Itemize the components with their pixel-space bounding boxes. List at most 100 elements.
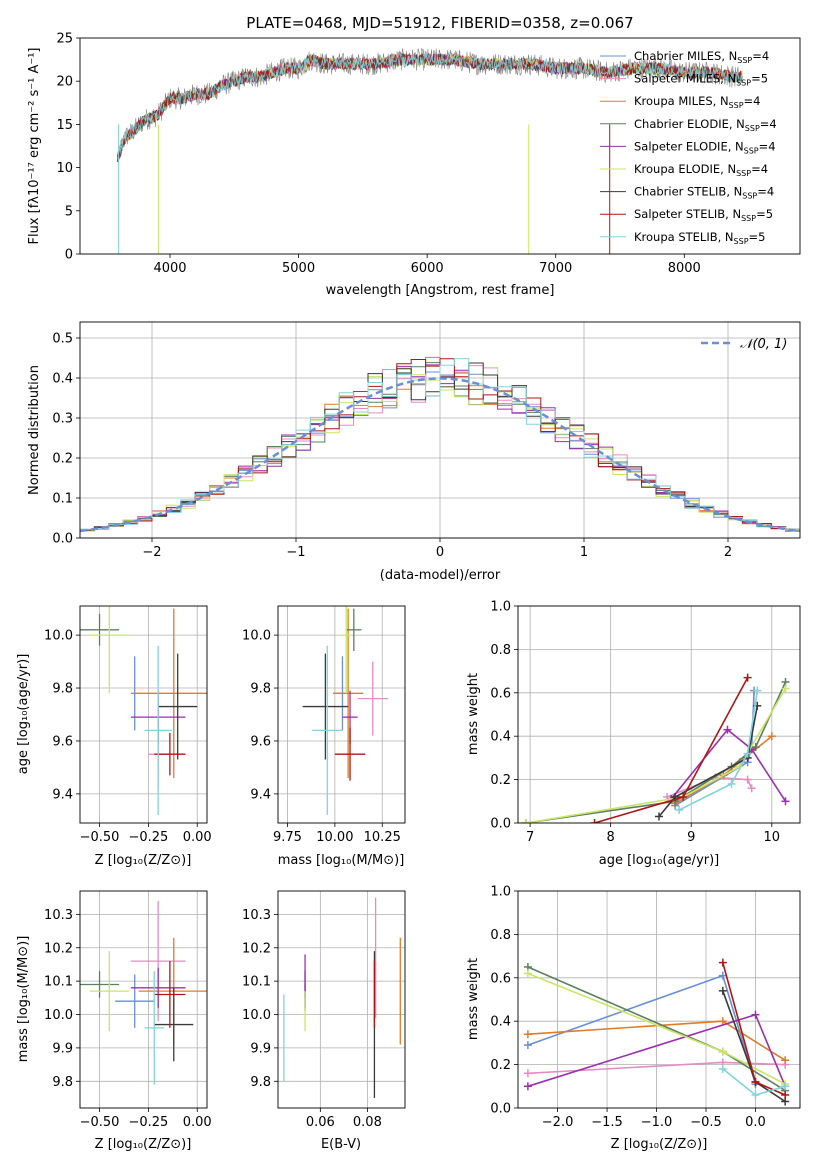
weight-marker: [743, 673, 752, 682]
x-tick-label: 10.25: [364, 830, 401, 845]
legend-value: =4: [757, 185, 774, 199]
y-tick-label: 0.4: [52, 372, 73, 387]
y-tick-label: 10.0: [44, 1008, 73, 1023]
weight-line: [658, 705, 759, 818]
weight-marker: [718, 986, 727, 995]
weight-marker: [727, 779, 736, 788]
legend-value: =4: [751, 162, 768, 176]
weight-line: [670, 728, 787, 802]
x-tick-label: −0.5: [690, 1115, 722, 1130]
errorbar-point: [80, 613, 120, 646]
errorbar-point: [89, 606, 129, 694]
weight-marker: [523, 1041, 532, 1050]
legend-label: Kroupa ELODIE, NSSP=4: [634, 162, 768, 178]
weight-line: [666, 776, 753, 798]
spectrum-panel: PLATE=0468, MJD=51912, FIBERID=0358, z=0…: [27, 14, 801, 298]
weight-marker: [751, 743, 760, 752]
errorbar-point: [342, 606, 351, 694]
grid: [278, 891, 405, 1108]
x-tick-label: 6000: [411, 261, 444, 276]
age-vs-z-xlabel: Z [log₁₀(Z/Z⊙)]: [95, 853, 192, 868]
errorbar-point: [334, 727, 366, 781]
x-tick-label: 7: [526, 830, 534, 845]
y-tick-label: 0.1: [52, 492, 73, 507]
axes-frame: [517, 890, 801, 1109]
x-tick-label: −0.50: [80, 1115, 120, 1130]
errorbar-point: [89, 951, 129, 1032]
weight-vs-z-ylabel: mass weight: [466, 958, 481, 1040]
y-tick-label: 10.1: [242, 975, 271, 990]
errorbar-point: [154, 961, 186, 1028]
spectrum-title: PLATE=0468, MJD=51912, FIBERID=0358, z=0…: [246, 14, 633, 32]
x-tick-label: 0.00: [183, 1115, 212, 1130]
y-tick-label: 0.8: [490, 928, 511, 943]
residuals-legend: 𝒩(0, 1): [701, 337, 787, 352]
x-tick-label: 0: [436, 545, 444, 560]
weight-marker: [718, 1064, 727, 1073]
age-vs-z-panel: −0.50 −0.25 0.00 9.4 9.6 9.8 10.0 Z [log₁₀(Z/Z…: [16, 605, 212, 868]
y-tick-label: 9.8: [52, 682, 73, 697]
errorbar-point: [312, 645, 343, 816]
x-tick-label: 9.75: [273, 830, 302, 845]
y-tick-label: 0.0: [52, 532, 73, 547]
plot-area: [116, 47, 743, 254]
x-tick-label: 0.0: [745, 1115, 766, 1130]
x-tick-label: −2: [142, 545, 161, 560]
y-tick-label: 10.0: [242, 1008, 271, 1023]
y-tick-label: 0.5: [52, 332, 73, 347]
x-tick-label: 8000: [668, 261, 701, 276]
legend-subscript: SSP: [741, 214, 756, 223]
errorbar-point: [154, 733, 186, 776]
y-tick-label: 0.2: [490, 773, 511, 788]
weight-line: [678, 690, 759, 811]
x-tick-label: 0.06: [306, 1115, 335, 1130]
age-vs-z-ylabel: age [log₁₀(age/yr)]: [16, 654, 31, 775]
legend-subscript: SSP: [737, 56, 752, 65]
y-tick-label: 10.3: [242, 908, 271, 923]
x-tick-label: 0.00: [183, 830, 212, 845]
legend-subscript: SSP: [744, 146, 759, 155]
y-tick-label: 9.8: [250, 1075, 271, 1090]
spectrum-xlabel: wavelength [Angstrom, rest frame]: [326, 283, 555, 298]
plot-area: [283, 897, 401, 1098]
axes-frame: [277, 605, 406, 824]
errorbar-point: [134, 608, 207, 779]
y-tick-label: 9.9: [52, 1041, 73, 1056]
legend-value: =4: [744, 94, 761, 108]
legend-subscript: SSP: [736, 169, 751, 178]
legend-value: =4: [760, 117, 777, 131]
errorbar-point: [332, 608, 364, 779]
y-tick-label: 0.3: [52, 412, 73, 427]
y-tick-label: 20: [56, 75, 73, 90]
axes: −0.50 −0.25 0.00 9.4 9.6 9.8 10.0: [44, 605, 212, 845]
weight-marker: [767, 732, 776, 741]
y-tick-label: 0.0: [490, 817, 511, 832]
axes: −2 −1 0 1 2 0.0 0.1 0.2 0.3 0.4 0.5: [52, 321, 801, 560]
y-tick-label: 10.0: [242, 629, 271, 644]
y-tick-label: 25: [56, 32, 73, 47]
axes: 0.06 0.08 9.8 9.9 10.0 10.1 10.2 10.3: [242, 890, 406, 1130]
weight-marker: [523, 1030, 532, 1039]
mass-vs-z-xlabel: Z [log₁₀(Z/Z⊙)]: [95, 1137, 192, 1152]
legend-label: Chabrier ELODIE, NSSP=4: [634, 117, 777, 133]
y-tick-label: 1.0: [490, 600, 511, 615]
weight-vs-age-ylabel: mass weight: [466, 673, 481, 755]
weight-marker: [522, 819, 531, 823]
legend-subscript: SSP: [729, 101, 744, 110]
x-tick-label: 2: [724, 545, 732, 560]
errorbar-point: [158, 653, 198, 760]
weight-marker: [743, 749, 752, 758]
y-tick-label: 9.6: [52, 734, 73, 749]
y-tick-label: 9.8: [52, 1075, 73, 1090]
plot-area: [302, 606, 388, 816]
x-tick-label: 4000: [153, 261, 186, 276]
plot-area: [80, 901, 207, 1085]
y-tick-label: 10.1: [44, 975, 73, 990]
y-tick-label: 9.6: [250, 734, 271, 749]
y-tick-label: 9.4: [250, 787, 271, 802]
errorbar-point: [144, 645, 172, 816]
x-tick-label: −2.0: [542, 1115, 574, 1130]
x-tick-label: −1.5: [591, 1115, 623, 1130]
mass-vs-z-panel: −0.50 −0.25 0.00 9.8 9.9 10.0 10.1 10.2 10.3 Z […: [16, 890, 212, 1152]
